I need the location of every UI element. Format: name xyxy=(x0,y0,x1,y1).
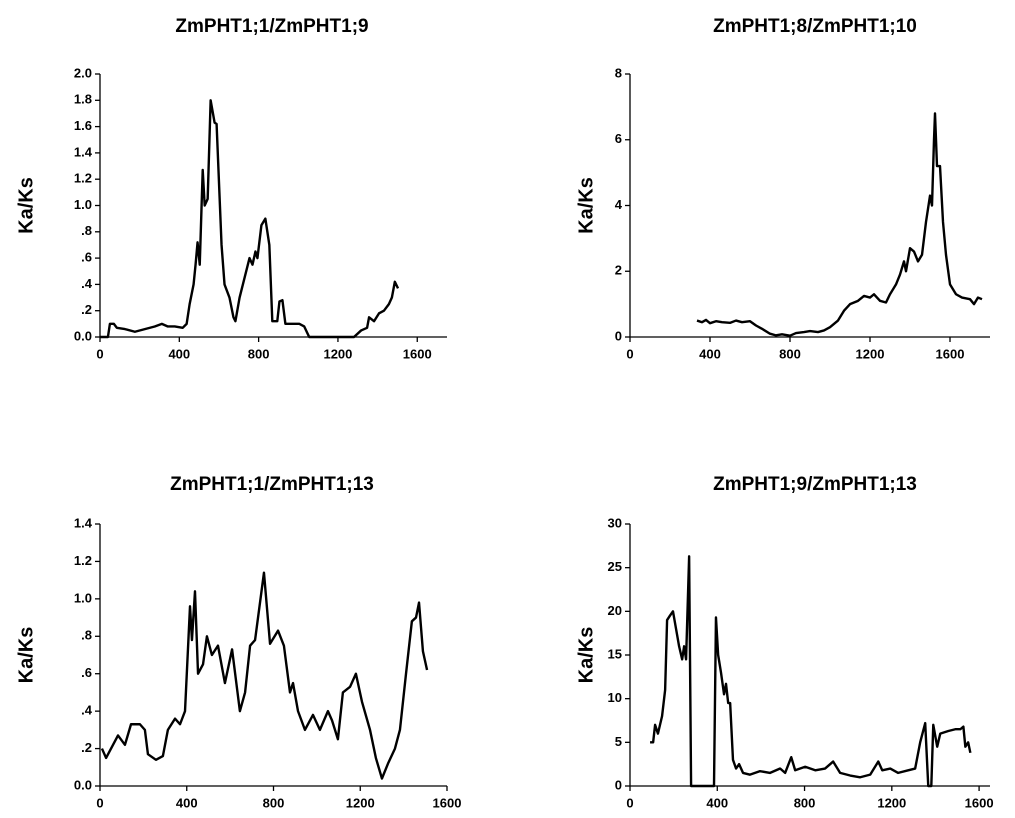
chart-title: ZmPHT1;1/ZmPHT1;9 xyxy=(175,16,368,37)
y-tick-label: 1.4 xyxy=(74,144,93,159)
y-tick-label: 0 xyxy=(615,328,622,343)
y-tick-label: .2 xyxy=(81,302,92,317)
y-axis-label: Ka/Ks xyxy=(575,177,597,234)
y-tick-label: 0 xyxy=(615,777,622,792)
y-axis-label: Ka/Ks xyxy=(15,177,37,234)
y-axis-label: Ka/Ks xyxy=(15,627,37,684)
y-tick-label: 4 xyxy=(615,197,623,212)
y-tick-label: 1.2 xyxy=(74,171,92,186)
y-tick-label: 10 xyxy=(608,690,622,705)
x-tick-label: 0 xyxy=(626,346,633,361)
x-tick-label: 1600 xyxy=(965,795,994,810)
x-tick-label: 400 xyxy=(699,346,721,361)
y-tick-label: 1.0 xyxy=(74,197,92,212)
x-tick-label: 1200 xyxy=(323,346,352,361)
y-tick-label: 25 xyxy=(608,559,622,574)
y-tick-label: 15 xyxy=(608,646,622,661)
y-tick-label: 30 xyxy=(608,515,622,530)
data-line xyxy=(650,555,972,788)
x-tick-label: 1600 xyxy=(433,795,462,810)
x-tick-label: 0 xyxy=(96,346,103,361)
data-line xyxy=(100,571,429,780)
y-tick-label: 20 xyxy=(608,603,622,618)
x-tick-label: 800 xyxy=(779,346,801,361)
x-tick-label: 0 xyxy=(96,795,103,810)
x-tick-label: 1200 xyxy=(877,795,906,810)
y-tick-label: 0.0 xyxy=(74,328,92,343)
y-tick-label: 2.0 xyxy=(74,65,92,80)
x-tick-label: 1200 xyxy=(346,795,375,810)
y-tick-label: .6 xyxy=(81,665,92,680)
x-tick-label: 400 xyxy=(168,346,190,361)
y-tick-label: .8 xyxy=(81,628,92,643)
y-tick-label: .8 xyxy=(81,223,92,238)
chart-title: ZmPHT1;9/ZmPHT1;13 xyxy=(713,474,917,495)
data-line xyxy=(100,99,400,339)
x-tick-label: 800 xyxy=(248,346,270,361)
chart-title: ZmPHT1;8/ZmPHT1;10 xyxy=(713,16,917,37)
y-tick-label: 1.2 xyxy=(74,553,92,568)
x-tick-label: 1600 xyxy=(403,346,432,361)
y-tick-label: 8 xyxy=(615,65,622,80)
x-tick-label: 0 xyxy=(626,795,633,810)
y-tick-label: 1.6 xyxy=(74,118,92,133)
y-tick-label: 1.8 xyxy=(74,92,92,107)
x-tick-label: 1600 xyxy=(936,346,965,361)
chart-title: ZmPHT1;1/ZmPHT1;13 xyxy=(170,474,374,495)
x-tick-label: 400 xyxy=(706,795,728,810)
x-tick-label: 800 xyxy=(263,795,285,810)
y-tick-label: 6 xyxy=(615,131,622,146)
data-line xyxy=(696,112,983,337)
y-tick-label: .4 xyxy=(81,276,93,291)
y-tick-label: 1.4 xyxy=(74,515,93,530)
y-tick-label: 0.0 xyxy=(74,777,92,792)
x-tick-label: 1200 xyxy=(856,346,885,361)
y-tick-label: .4 xyxy=(81,703,93,718)
x-tick-label: 800 xyxy=(794,795,816,810)
y-tick-label: 1.0 xyxy=(74,590,92,605)
y-axis-label: Ka/Ks xyxy=(575,627,597,684)
y-tick-label: .2 xyxy=(81,740,92,755)
y-tick-label: .6 xyxy=(81,250,92,265)
y-tick-label: 5 xyxy=(615,734,622,749)
y-tick-label: 2 xyxy=(615,263,622,278)
x-tick-label: 400 xyxy=(176,795,198,810)
